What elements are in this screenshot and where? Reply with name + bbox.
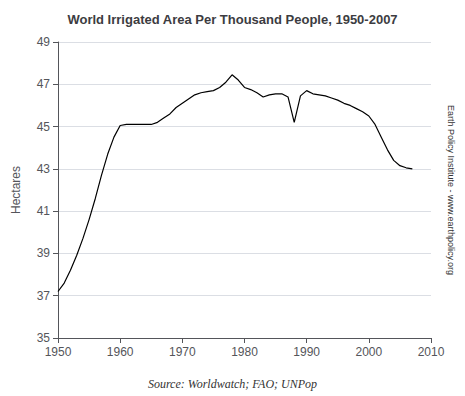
svg-text:2000: 2000 — [355, 345, 382, 359]
svg-text:49: 49 — [37, 35, 51, 49]
svg-text:35: 35 — [37, 331, 51, 345]
svg-text:1950: 1950 — [45, 345, 72, 359]
svg-text:Earth Policy Institute - www.e: Earth Policy Institute - www.earthpolicy… — [446, 105, 456, 275]
svg-text:1980: 1980 — [231, 345, 258, 359]
svg-text:1990: 1990 — [293, 345, 320, 359]
svg-text:43: 43 — [37, 162, 51, 176]
svg-text:World Irrigated Area Per Thous: World Irrigated Area Per Thousand People… — [67, 12, 397, 27]
svg-text:37: 37 — [37, 289, 51, 303]
svg-text:47: 47 — [37, 77, 51, 91]
svg-text:1960: 1960 — [107, 345, 134, 359]
svg-text:41: 41 — [37, 204, 51, 218]
svg-text:39: 39 — [37, 246, 51, 260]
svg-text:1970: 1970 — [169, 345, 196, 359]
svg-text:45: 45 — [37, 120, 51, 134]
svg-text:Source: Worldwatch; FAO; UNPop: Source: Worldwatch; FAO; UNPop — [148, 377, 317, 391]
svg-text:2010: 2010 — [418, 345, 445, 359]
svg-text:Hectares: Hectares — [9, 166, 23, 214]
